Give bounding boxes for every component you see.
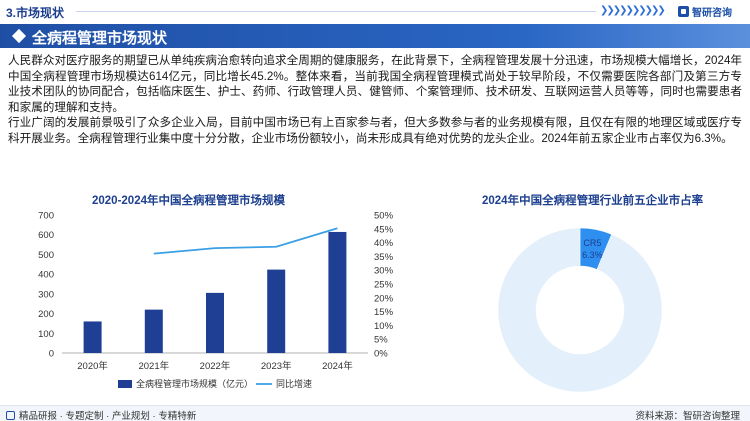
top-bar: 3.市场现状 ❯❯❯❯❯❯❯❯❯❯ 智研咨询 [0, 0, 750, 22]
bar [83, 321, 102, 353]
legend-label-bar: 全病程管理市场规模（亿元） [136, 378, 253, 389]
y-tick-label: 500 [38, 250, 54, 261]
slice-label: CR5 [583, 238, 601, 248]
bar-chart-title: 2020-2024年中国全病程管理市场规模 [92, 195, 285, 207]
y-tick-label: 300 [38, 289, 54, 300]
document-icon [6, 410, 15, 420]
y2-tick-label: 40% [374, 238, 394, 249]
y2-tick-label: 25% [374, 280, 394, 291]
title-banner: 全病程管理市场现状 [0, 24, 750, 48]
y2-tick-label: 15% [374, 307, 394, 318]
footer-tagline: 精品研报 · 专题定制 · 产业规划 · 专精特新 [19, 411, 197, 421]
y-tick-label: 400 [38, 270, 54, 281]
bar [206, 292, 224, 353]
legend-label-line: 同比增速 [276, 378, 312, 389]
y-tick-label: 100 [38, 329, 54, 340]
logo: 智研咨询 [678, 4, 732, 19]
y2-tick-label: 0% [374, 349, 388, 360]
body-text: 人民群众对医疗服务的期望已从单纯疾病治愈转向追求全周期的健康服务，在此背景下，全… [8, 53, 742, 146]
bar [144, 309, 163, 353]
y2-tick-label: 20% [374, 293, 394, 304]
header-divider [76, 11, 596, 12]
pie-slice-others [497, 227, 663, 393]
y2-tick-label: 45% [374, 224, 394, 235]
diamond-icon [11, 28, 27, 44]
y2-tick-label: 5% [374, 335, 388, 346]
footer: 精品研报 · 专题定制 · 产业规划 · 专精特新 资料来源：智研咨询整理 [0, 405, 750, 421]
bar [328, 231, 347, 353]
chevrons-icon: ❯❯❯❯❯❯❯❯❯❯ [600, 5, 666, 16]
cr5-share-chart: CR5 6.3% [497, 227, 663, 393]
bar [267, 269, 286, 353]
x-tick-label: 2021年 [138, 360, 169, 372]
page-title: 全病程管理市场现状 [32, 30, 168, 47]
x-tick-label: 2022年 [200, 360, 231, 372]
legend-swatch-bar [118, 380, 132, 388]
slice-value-label: 6.3% [582, 250, 603, 260]
paragraph-2: 行业广阔的发展前景吸引了众多企业入局，目前中国市场已有上百家参与者，但大多数参与… [8, 116, 742, 145]
y2-tick-label: 50% [374, 211, 394, 222]
x-tick-label: 2020年 [77, 360, 108, 372]
y2-tick-label: 10% [374, 321, 394, 332]
y2-tick-label: 30% [374, 266, 394, 277]
footer-left: 精品研报 · 专题定制 · 产业规划 · 专精特新 [6, 408, 196, 421]
pie-chart-title: 2024年中国全病程管理行业前五企业市占率 [482, 195, 704, 207]
market-size-chart: 0 100 200 300 400 500 600 700 0% 5% 10% 15% 20% 25% 30… [38, 211, 394, 390]
y-tick-label: 600 [38, 230, 54, 241]
y-tick-label: 700 [38, 211, 54, 222]
source-note: 资料来源：智研咨询整理 [635, 411, 740, 421]
section-title: 3.市场现状 [6, 6, 65, 20]
y-tick-label: 200 [38, 309, 54, 320]
x-tick-label: 2024年 [322, 360, 353, 372]
logo-text: 智研咨询 [692, 8, 732, 19]
x-tick-label: 2023年 [261, 360, 292, 372]
growth-line [153, 227, 338, 255]
paragraph-1: 人民群众对医疗服务的期望已从单纯疾病治愈转向追求全周期的健康服务，在此背景下，全… [8, 54, 742, 114]
logo-icon [678, 6, 689, 17]
y-tick-label: 0 [49, 349, 54, 360]
y2-tick-label: 35% [374, 252, 394, 263]
